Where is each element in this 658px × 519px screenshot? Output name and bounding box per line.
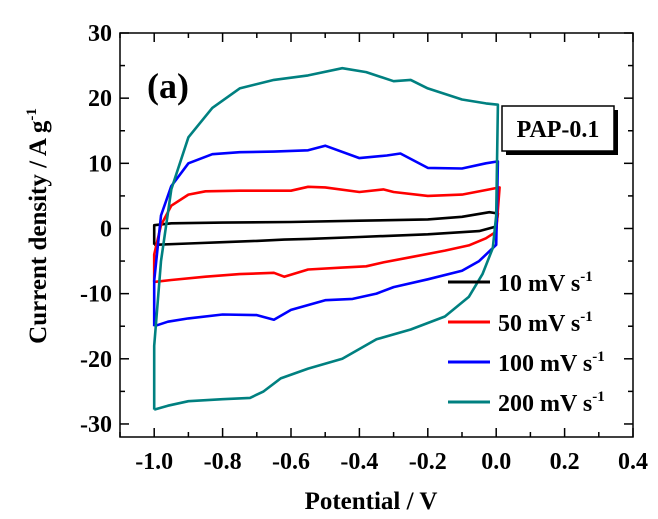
y-tick-label: 0 <box>100 216 112 242</box>
y-axis-title: Current density / A g-1 <box>24 108 52 344</box>
legend-label-sup: -1 <box>580 269 593 285</box>
sample-label: PAP-0.1 <box>517 117 600 143</box>
legend-label-sup: -1 <box>592 389 605 405</box>
legend-label-2: 50 mV s-1 <box>498 309 593 337</box>
y-tick-label: 20 <box>88 86 112 112</box>
y-tick-label: 30 <box>88 21 112 47</box>
series-line-2 <box>152 185 501 284</box>
plot-curves <box>152 66 501 411</box>
series-line-1 <box>152 210 500 247</box>
x-tick-label: 0.2 <box>550 449 580 475</box>
plot-frame <box>119 32 634 438</box>
y-tick-label: 10 <box>88 151 112 177</box>
y-axis-title-sup: -1 <box>24 108 40 121</box>
legend-label-sup: -1 <box>592 349 605 365</box>
axis-ticks <box>119 32 634 437</box>
legend-label-text: 200 mV s <box>498 391 592 417</box>
x-tick-label: -0.2 <box>409 449 447 475</box>
legend-label-sup: -1 <box>580 309 593 325</box>
sample-label-box: PAP-0.1 <box>501 105 618 155</box>
y-axis-title-main: Current density / A g <box>25 120 52 344</box>
x-tick-label: -0.4 <box>340 449 378 475</box>
panel-label: (a) <box>147 66 189 106</box>
legend-label-4: 200 mV s-1 <box>498 389 605 417</box>
legend-label-3: 100 mV s-1 <box>498 349 605 377</box>
series-line-3 <box>152 144 500 328</box>
x-tick-label: 0.0 <box>481 449 511 475</box>
x-tick-label: -0.8 <box>204 449 242 475</box>
legend-label-1: 10 mV s-1 <box>498 269 593 297</box>
y-tick-label: -30 <box>80 412 112 438</box>
y-tick-label: -10 <box>80 282 112 308</box>
y-tick-label: -20 <box>80 347 112 373</box>
x-tick-label: 0.4 <box>618 449 648 475</box>
x-axis-title: Potential / V <box>305 488 438 515</box>
x-tick-label: -1.0 <box>135 449 173 475</box>
series-line-4 <box>152 66 500 411</box>
legend-label-text: 100 mV s <box>498 351 592 377</box>
x-tick-label: -0.6 <box>272 449 310 475</box>
legend-label-text: 10 mV s <box>498 271 580 297</box>
axis-tick-labels: -1.0 -0.8 -0.6 -0.4 -0.2 0.0 0.2 0.4 -30 -20 -10 0 1… <box>80 21 648 475</box>
legend-label-text: 50 mV s <box>498 311 580 337</box>
